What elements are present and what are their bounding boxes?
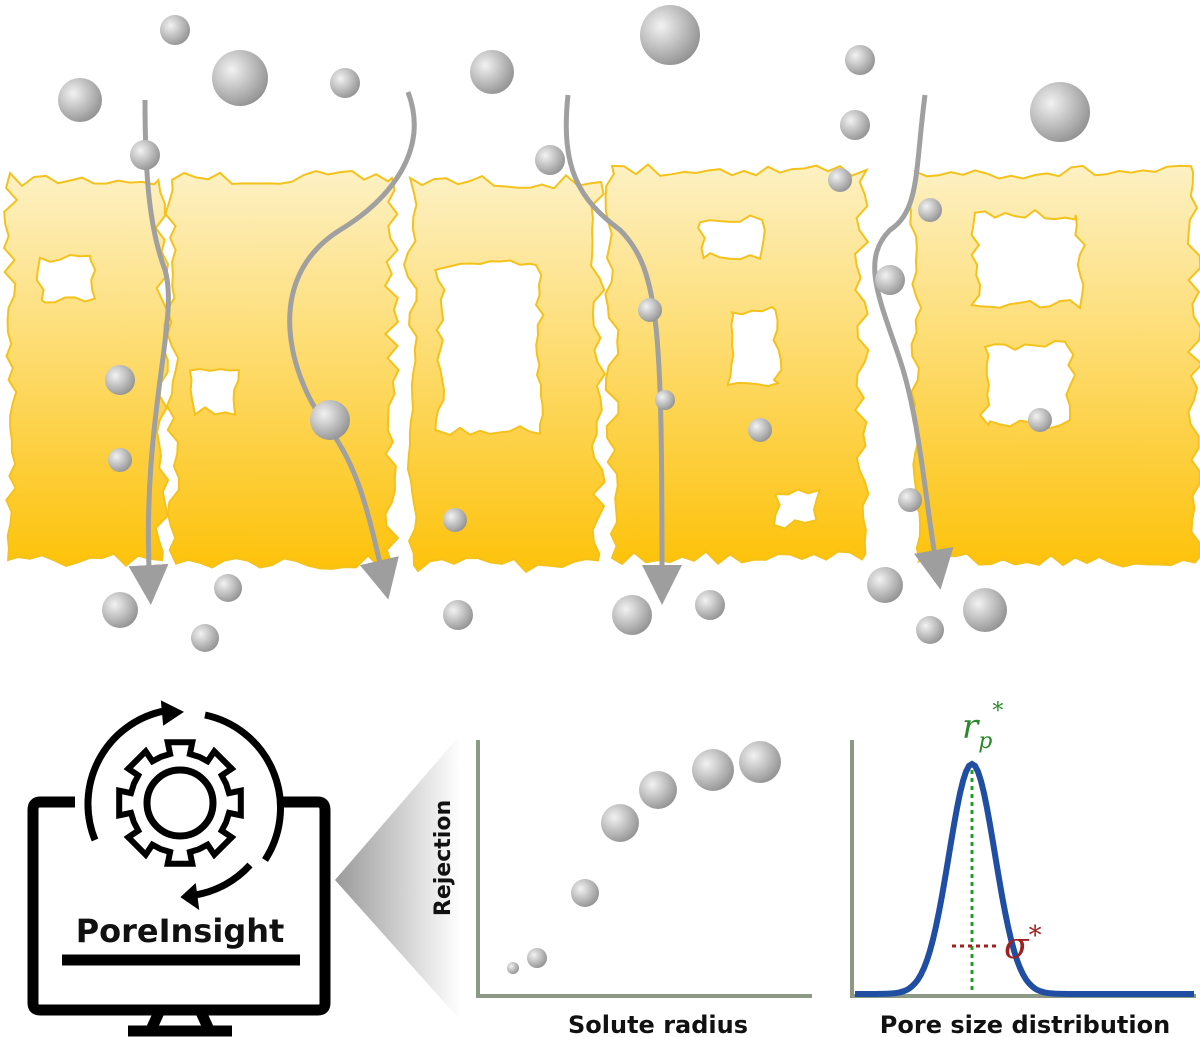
cycle-arrow <box>194 862 253 899</box>
x-axis-label: Pore size distribution <box>880 1011 1170 1037</box>
solute <box>330 68 360 98</box>
flow-arrow <box>872 94 954 590</box>
solute <box>639 771 677 809</box>
solute <box>898 488 922 512</box>
solute <box>828 168 852 192</box>
mean-superscript: * <box>992 699 1003 724</box>
solute <box>535 145 565 175</box>
solute <box>58 78 102 122</box>
solutes <box>58 5 1090 652</box>
mean-label: rp* <box>962 699 1003 754</box>
gear <box>116 739 244 867</box>
solute <box>214 574 242 602</box>
solute <box>470 50 514 94</box>
pore-void <box>969 208 1087 310</box>
pore-void <box>35 253 97 304</box>
solute <box>655 390 675 410</box>
solute <box>867 567 903 603</box>
solute <box>1030 82 1090 142</box>
monitor-stand <box>128 1007 232 1037</box>
solute <box>963 588 1007 632</box>
solute <box>601 804 639 842</box>
solute <box>692 749 734 791</box>
monitor-frame <box>27 796 331 1016</box>
solute <box>191 624 219 652</box>
solute <box>212 50 268 106</box>
pore-void <box>726 305 783 388</box>
x-axis-label: Solute radius <box>568 1011 748 1037</box>
rejection-plot: Rejection Solute radius <box>431 740 812 1037</box>
solute <box>443 600 473 630</box>
spread-label: σ* <box>1004 921 1042 967</box>
solute <box>845 45 875 75</box>
pore-void <box>188 367 240 417</box>
mean-subscript: p <box>978 729 992 754</box>
solute <box>638 298 662 322</box>
solute <box>310 400 350 440</box>
solute <box>1028 408 1052 432</box>
software-icon <box>27 700 331 1037</box>
pore-void <box>773 488 822 530</box>
distribution-plot: rp* σ* Pore size distribution <box>850 699 1196 1037</box>
flow-arrows <box>128 91 954 605</box>
pore-void <box>978 339 1077 430</box>
solute <box>748 418 772 442</box>
solute <box>130 140 160 170</box>
solute <box>160 15 190 45</box>
cycle-arrowhead <box>160 700 200 911</box>
solute <box>527 948 547 968</box>
solute <box>739 741 781 783</box>
solute <box>918 198 942 222</box>
solute <box>507 962 519 974</box>
y-axis-label: Rejection <box>431 800 456 916</box>
solute <box>840 110 870 140</box>
spread-superscript: * <box>1029 921 1042 951</box>
pore-void <box>696 214 766 261</box>
axes <box>476 740 812 998</box>
membrane <box>2 163 1200 574</box>
gear-hub <box>143 766 217 840</box>
spread-symbol: σ <box>1004 926 1030 967</box>
flow-arrow <box>287 91 417 600</box>
solute <box>105 365 135 395</box>
solute <box>612 595 652 635</box>
software-name: PoreInsight <box>76 912 285 950</box>
solute <box>640 5 700 65</box>
flow-arrow <box>563 94 682 605</box>
distribution-curve <box>855 760 1194 997</box>
solute <box>443 508 467 532</box>
solute <box>695 590 725 620</box>
solute <box>916 616 944 644</box>
flow-arrow <box>128 99 171 605</box>
mean-symbol: r <box>962 707 980 747</box>
solute <box>102 592 138 628</box>
cycle-arrow <box>204 711 285 862</box>
zoom-cone <box>335 735 460 1020</box>
pore-void <box>434 259 545 437</box>
membrane-block <box>2 170 170 568</box>
cycle-arrow <box>84 706 171 842</box>
solute <box>875 265 905 295</box>
solute <box>108 448 132 472</box>
solute <box>571 879 599 907</box>
